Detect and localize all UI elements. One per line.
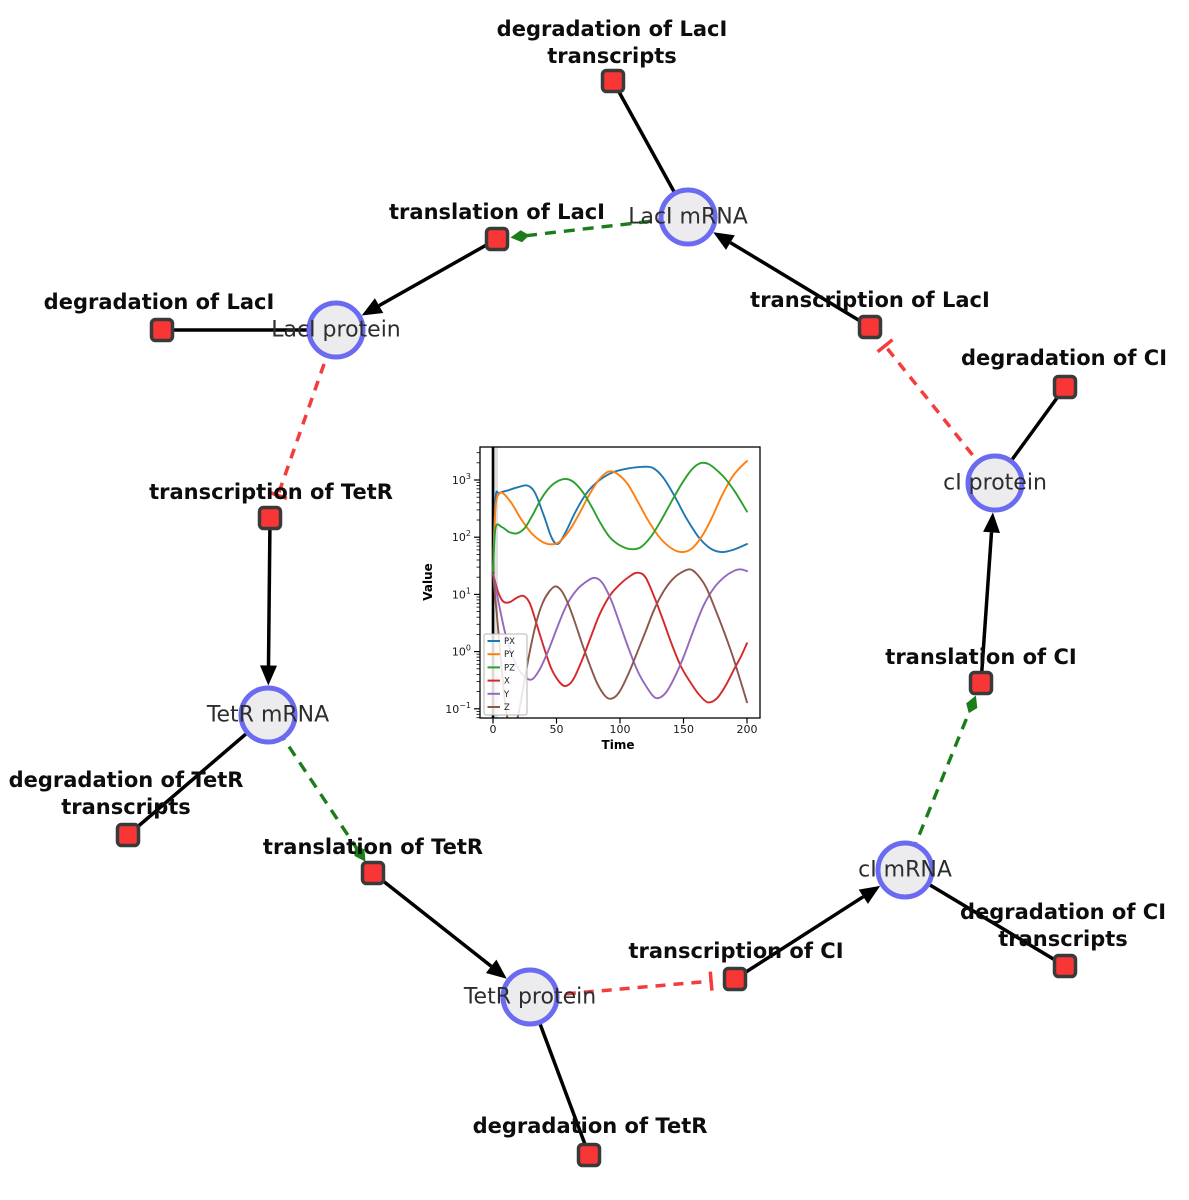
x-tick-label-0: 0 — [490, 723, 497, 736]
y-tick-label-1e3: 103 — [452, 472, 471, 487]
x-tick-label-50: 50 — [550, 723, 564, 736]
reaction-node-transl_ci[interactable] — [968, 670, 994, 696]
edge-production-transl_tetr-tetr_protein-arrowhead — [485, 959, 507, 979]
edge-inhibition-laci_protein-transc_tetr-tee — [268, 490, 288, 501]
species-label-ci_mrna: cI mRNA — [858, 858, 952, 883]
reaction-label-transl_laci-line0: translation of LacI — [389, 200, 605, 224]
edge-inhibition-tetr_protein-transc_ci — [529, 979, 712, 999]
edge-production-transl_ci-ci_protein-arrowhead — [983, 512, 1000, 533]
reaction-label-deg_ci_tx-line1: transcripts — [998, 927, 1128, 951]
species-label-laci_mrna: LacI mRNA — [628, 205, 748, 230]
chart-legend: PX PY PZ XYZ — [483, 633, 528, 716]
edge-modifier-laci_mrna-transl_laci-arrowhead — [510, 230, 530, 243]
edge-production-transl_laci-laci_protein-arrowhead — [361, 298, 384, 316]
edge-modifier-tetr_mrna-transl_tetr-arrowhead — [354, 845, 366, 862]
y-tick-label-1e-1: 10−1 — [445, 701, 471, 716]
reaction-label-deg_ci_tx-line0: degradation of CI — [960, 900, 1166, 924]
legend-label-X: X — [504, 677, 510, 687]
x-tick-label-150: 150 — [673, 723, 694, 736]
chart-y-axis-label: Value — [421, 563, 435, 601]
legend-label-Z: Z — [504, 703, 510, 713]
reaction-label-deg_ci-line0: degradation of CI — [961, 346, 1167, 370]
reaction-label-deg_tetr_tx-line0: degradation of TetR — [9, 768, 244, 792]
species-node-tetr_protein[interactable] — [500, 967, 560, 1027]
reaction-label-transc_tetr-line0: transcription of TetR — [149, 480, 393, 504]
reaction-node-transc_tetr[interactable] — [257, 505, 283, 531]
reaction-label-deg_laci_tx-line1: transcripts — [547, 44, 677, 68]
chart-x-axis-label: Time — [602, 738, 635, 752]
series-line-PY — [492, 460, 748, 573]
reaction-node-deg_laci_tx[interactable] — [600, 68, 626, 94]
chart-frame — [479, 446, 761, 719]
reaction-node-deg_laci[interactable] — [149, 317, 175, 343]
edge-modifier-ci_mrna-transl_ci-arrowhead — [966, 695, 978, 714]
reaction-label-deg_laci-line0: degradation of LacI — [44, 290, 275, 314]
reactions-layer: degradation of LacI transcripts translatio… — [9, 17, 1167, 1168]
edge-production-transc_laci-laci_mrna — [729, 241, 871, 329]
edge-consumption-tetr_mrna-deg_tetr_tx — [126, 713, 270, 837]
edge-production-transc_ci-ci_mrna — [734, 895, 865, 981]
reaction-label-deg_laci_tx-line0: degradation of LacI — [497, 17, 728, 41]
species-node-tetr_mrna[interactable] — [238, 685, 298, 745]
legend-label-PY: PY — [504, 650, 515, 660]
reaction-node-deg_tetr_tx[interactable] — [115, 822, 141, 848]
edge-inhibition-laci_protein-transc_tetr — [276, 329, 338, 496]
timecourse-inset-chart: 0 50 100 150 20010310210110010−1TimeValuePXP… — [421, 446, 761, 752]
edge-production-transl_tetr-tetr_protein — [371, 871, 493, 968]
reaction-label-transc_laci-line0: transcription of LacI — [750, 288, 990, 312]
reaction-label-deg_tetr-line0: degradation of TetR — [473, 1114, 708, 1138]
edge-production-transl_laci-laci_protein — [378, 237, 498, 308]
edge-inhibition-tetr_protein-transc_ci-tee — [708, 971, 714, 991]
species-node-ci_mrna[interactable] — [875, 840, 935, 900]
reaction-label-deg_tetr_tx-line1: transcripts — [61, 795, 191, 819]
species-label-ci_protein: cI protein — [943, 471, 1047, 496]
y-tick-label-1e0: 100 — [452, 644, 471, 659]
reaction-node-transc_ci[interactable] — [722, 966, 748, 992]
reaction-label-transl_ci-line0: translation of CI — [885, 645, 1076, 669]
reaction-node-deg_ci_tx[interactable] — [1052, 953, 1078, 979]
reaction-label-transc_ci-line0: transcription of CI — [628, 939, 843, 963]
legend-label-PX: PX — [504, 637, 515, 647]
edge-consumption-ci_mrna-deg_ci_tx — [904, 868, 1066, 968]
species-node-laci_mrna[interactable] — [658, 187, 718, 247]
edge-production-transc_laci-laci_mrna-arrowhead — [713, 232, 735, 250]
series-line-PZ — [492, 461, 748, 573]
y-tick-label-1e1: 101 — [452, 586, 471, 601]
reaction-node-deg_ci[interactable] — [1052, 374, 1078, 400]
edge-inhibition-ci_protein-transc_laci — [883, 344, 997, 485]
edge-production-transc_tetr-tetr_mrna — [266, 517, 272, 666]
species-node-ci_protein[interactable] — [965, 453, 1025, 513]
edge-production-transc_tetr-tetr_mrna-arrowhead — [260, 665, 277, 686]
x-tick-label-200: 200 — [737, 723, 758, 736]
reaction-node-transl_tetr[interactable] — [360, 860, 386, 886]
reaction-node-deg_tetr[interactable] — [576, 1142, 602, 1168]
species-layer: LacI mRNA LacI protein TetR mRNA TetR prote… — [206, 187, 1047, 1027]
legend-label-Y: Y — [503, 690, 510, 700]
series-line-PX — [492, 465, 748, 573]
y-tick-label-1e2: 102 — [452, 529, 471, 544]
species-label-tetr_mrna: TetR mRNA — [206, 703, 329, 728]
legend-label-PZ: PZ — [504, 663, 515, 673]
x-tick-label-100: 100 — [610, 723, 631, 736]
species-node-laci_protein[interactable] — [306, 300, 366, 360]
species-label-tetr_protein: TetR protein — [463, 985, 596, 1010]
reaction-node-transl_laci[interactable] — [484, 226, 510, 252]
edge-production-transl_ci-ci_protein — [979, 532, 994, 684]
reaction-label-transl_tetr-line0: translation of TetR — [263, 835, 483, 859]
edge-production-transc_ci-ci_mrna-arrowhead — [858, 885, 881, 904]
species-label-laci_protein: LacI protein — [271, 318, 401, 343]
reaction-node-transc_laci[interactable] — [857, 314, 883, 340]
edge-inhibition-ci_protein-transc_laci-tee — [876, 338, 894, 354]
